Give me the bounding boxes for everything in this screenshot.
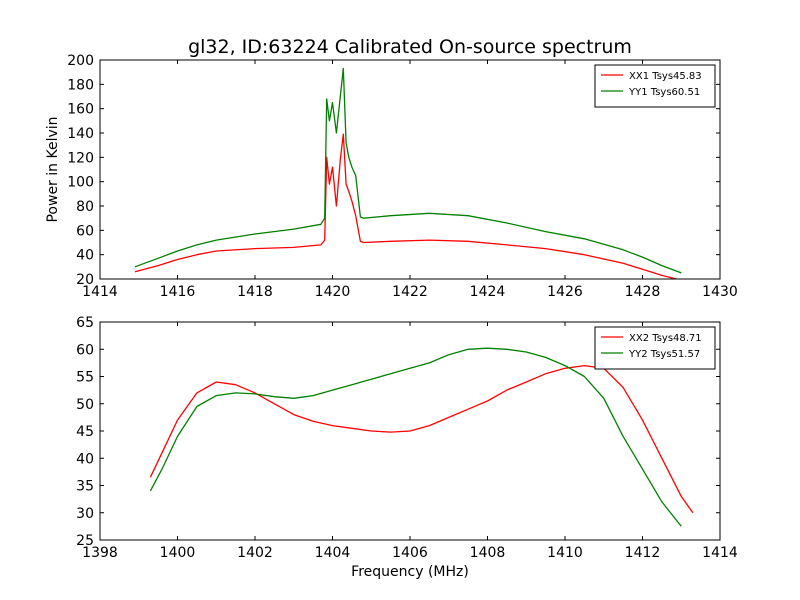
bottom-series-line-2 <box>149 347 682 527</box>
bottom-series-layer <box>149 347 694 527</box>
top-x-tick-label: 1430 <box>702 284 738 300</box>
bottom-y-tick-label: 30 <box>76 506 94 522</box>
bottom-x-tick-label: 1400 <box>160 545 196 561</box>
top-y-tick-label: 160 <box>67 102 94 118</box>
top-x-tick-label: 1420 <box>315 284 351 300</box>
bottom-legend-box <box>594 326 716 370</box>
bottom-y-tick-label: 60 <box>76 342 94 358</box>
bottom-x-tick-label: 1414 <box>702 545 738 561</box>
top-y-tick-label: 20 <box>76 272 94 288</box>
bottom-y-tick-label: 35 <box>76 479 94 495</box>
top-x-tick-label: 1418 <box>237 284 273 300</box>
top-y-tick-label: 120 <box>67 150 94 166</box>
top-y-tick-label: 200 <box>67 53 94 69</box>
top-ticks: 1414 1416 1418 1420 1422 1424 1426 1428 1430 20 40… <box>67 53 738 300</box>
bottom-x-tick-label: 1408 <box>470 545 506 561</box>
bottom-panel: 1398 1400 1402 1404 1406 1408 1410 1412 1414 25 30… <box>76 315 738 580</box>
chart-title: gl32, ID:63224 Calibrated On-source spec… <box>188 36 632 58</box>
top-panel: 1414 1416 1418 1420 1422 1424 1426 1428 1430 20 40… <box>45 53 738 300</box>
bottom-y-tick-label: 65 <box>76 315 94 331</box>
top-y-tick-label: 140 <box>67 126 94 142</box>
bottom-y-tick-label: 40 <box>76 451 94 467</box>
top-series-line-1 <box>134 133 680 279</box>
bottom-legend: XX2 Tsys48.71 YY2 Tsys51.57 <box>594 326 716 370</box>
bottom-legend-label-1: XX2 Tsys48.71 <box>629 333 702 344</box>
top-x-tick-label: 1414 <box>82 284 118 300</box>
bottom-x-tick-label: 1404 <box>315 545 351 561</box>
top-y-tick-label: 40 <box>76 248 94 264</box>
top-legend-label-1: XX1 Tsys45.83 <box>629 71 702 82</box>
bottom-ticks: 1398 1400 1402 1404 1406 1408 1410 1412 1414 25 30… <box>76 315 738 561</box>
bottom-y-tick-label: 55 <box>76 370 94 386</box>
top-legend: XX1 Tsys45.83 YY1 Tsys60.51 <box>594 64 716 108</box>
bottom-x-tick-label: 1402 <box>237 545 273 561</box>
top-y-tick-label: 100 <box>67 175 94 191</box>
bottom-x-tick-label: 1410 <box>547 545 583 561</box>
top-x-tick-label: 1416 <box>160 284 196 300</box>
bottom-y-tick-label: 50 <box>76 397 94 413</box>
top-x-tick-label: 1422 <box>392 284 428 300</box>
bottom-x-tick-label: 1406 <box>392 545 428 561</box>
bottom-x-tick-label: 1398 <box>82 545 118 561</box>
top-legend-box <box>594 64 716 108</box>
top-y-tick-label: 60 <box>76 223 94 239</box>
bottom-x-axis-label: Frequency (MHz) <box>351 564 469 580</box>
top-series-layer <box>134 67 682 279</box>
top-x-tick-label: 1424 <box>470 284 506 300</box>
top-x-tick-label: 1426 <box>547 284 583 300</box>
top-series-line-2 <box>134 67 682 274</box>
bottom-y-tick-label: 25 <box>76 533 94 549</box>
top-legend-label-2: YY1 Tsys60.51 <box>628 87 700 98</box>
top-x-tick-label: 1428 <box>625 284 661 300</box>
bottom-series-line-1 <box>149 364 694 514</box>
top-y-axis-label: Power in Kelvin <box>45 116 61 222</box>
top-y-tick-label: 180 <box>67 77 94 93</box>
bottom-y-tick-label: 45 <box>76 424 94 440</box>
bottom-x-tick-label: 1412 <box>625 545 661 561</box>
bottom-legend-label-2: YY2 Tsys51.57 <box>628 349 700 360</box>
top-y-tick-label: 80 <box>76 199 94 215</box>
